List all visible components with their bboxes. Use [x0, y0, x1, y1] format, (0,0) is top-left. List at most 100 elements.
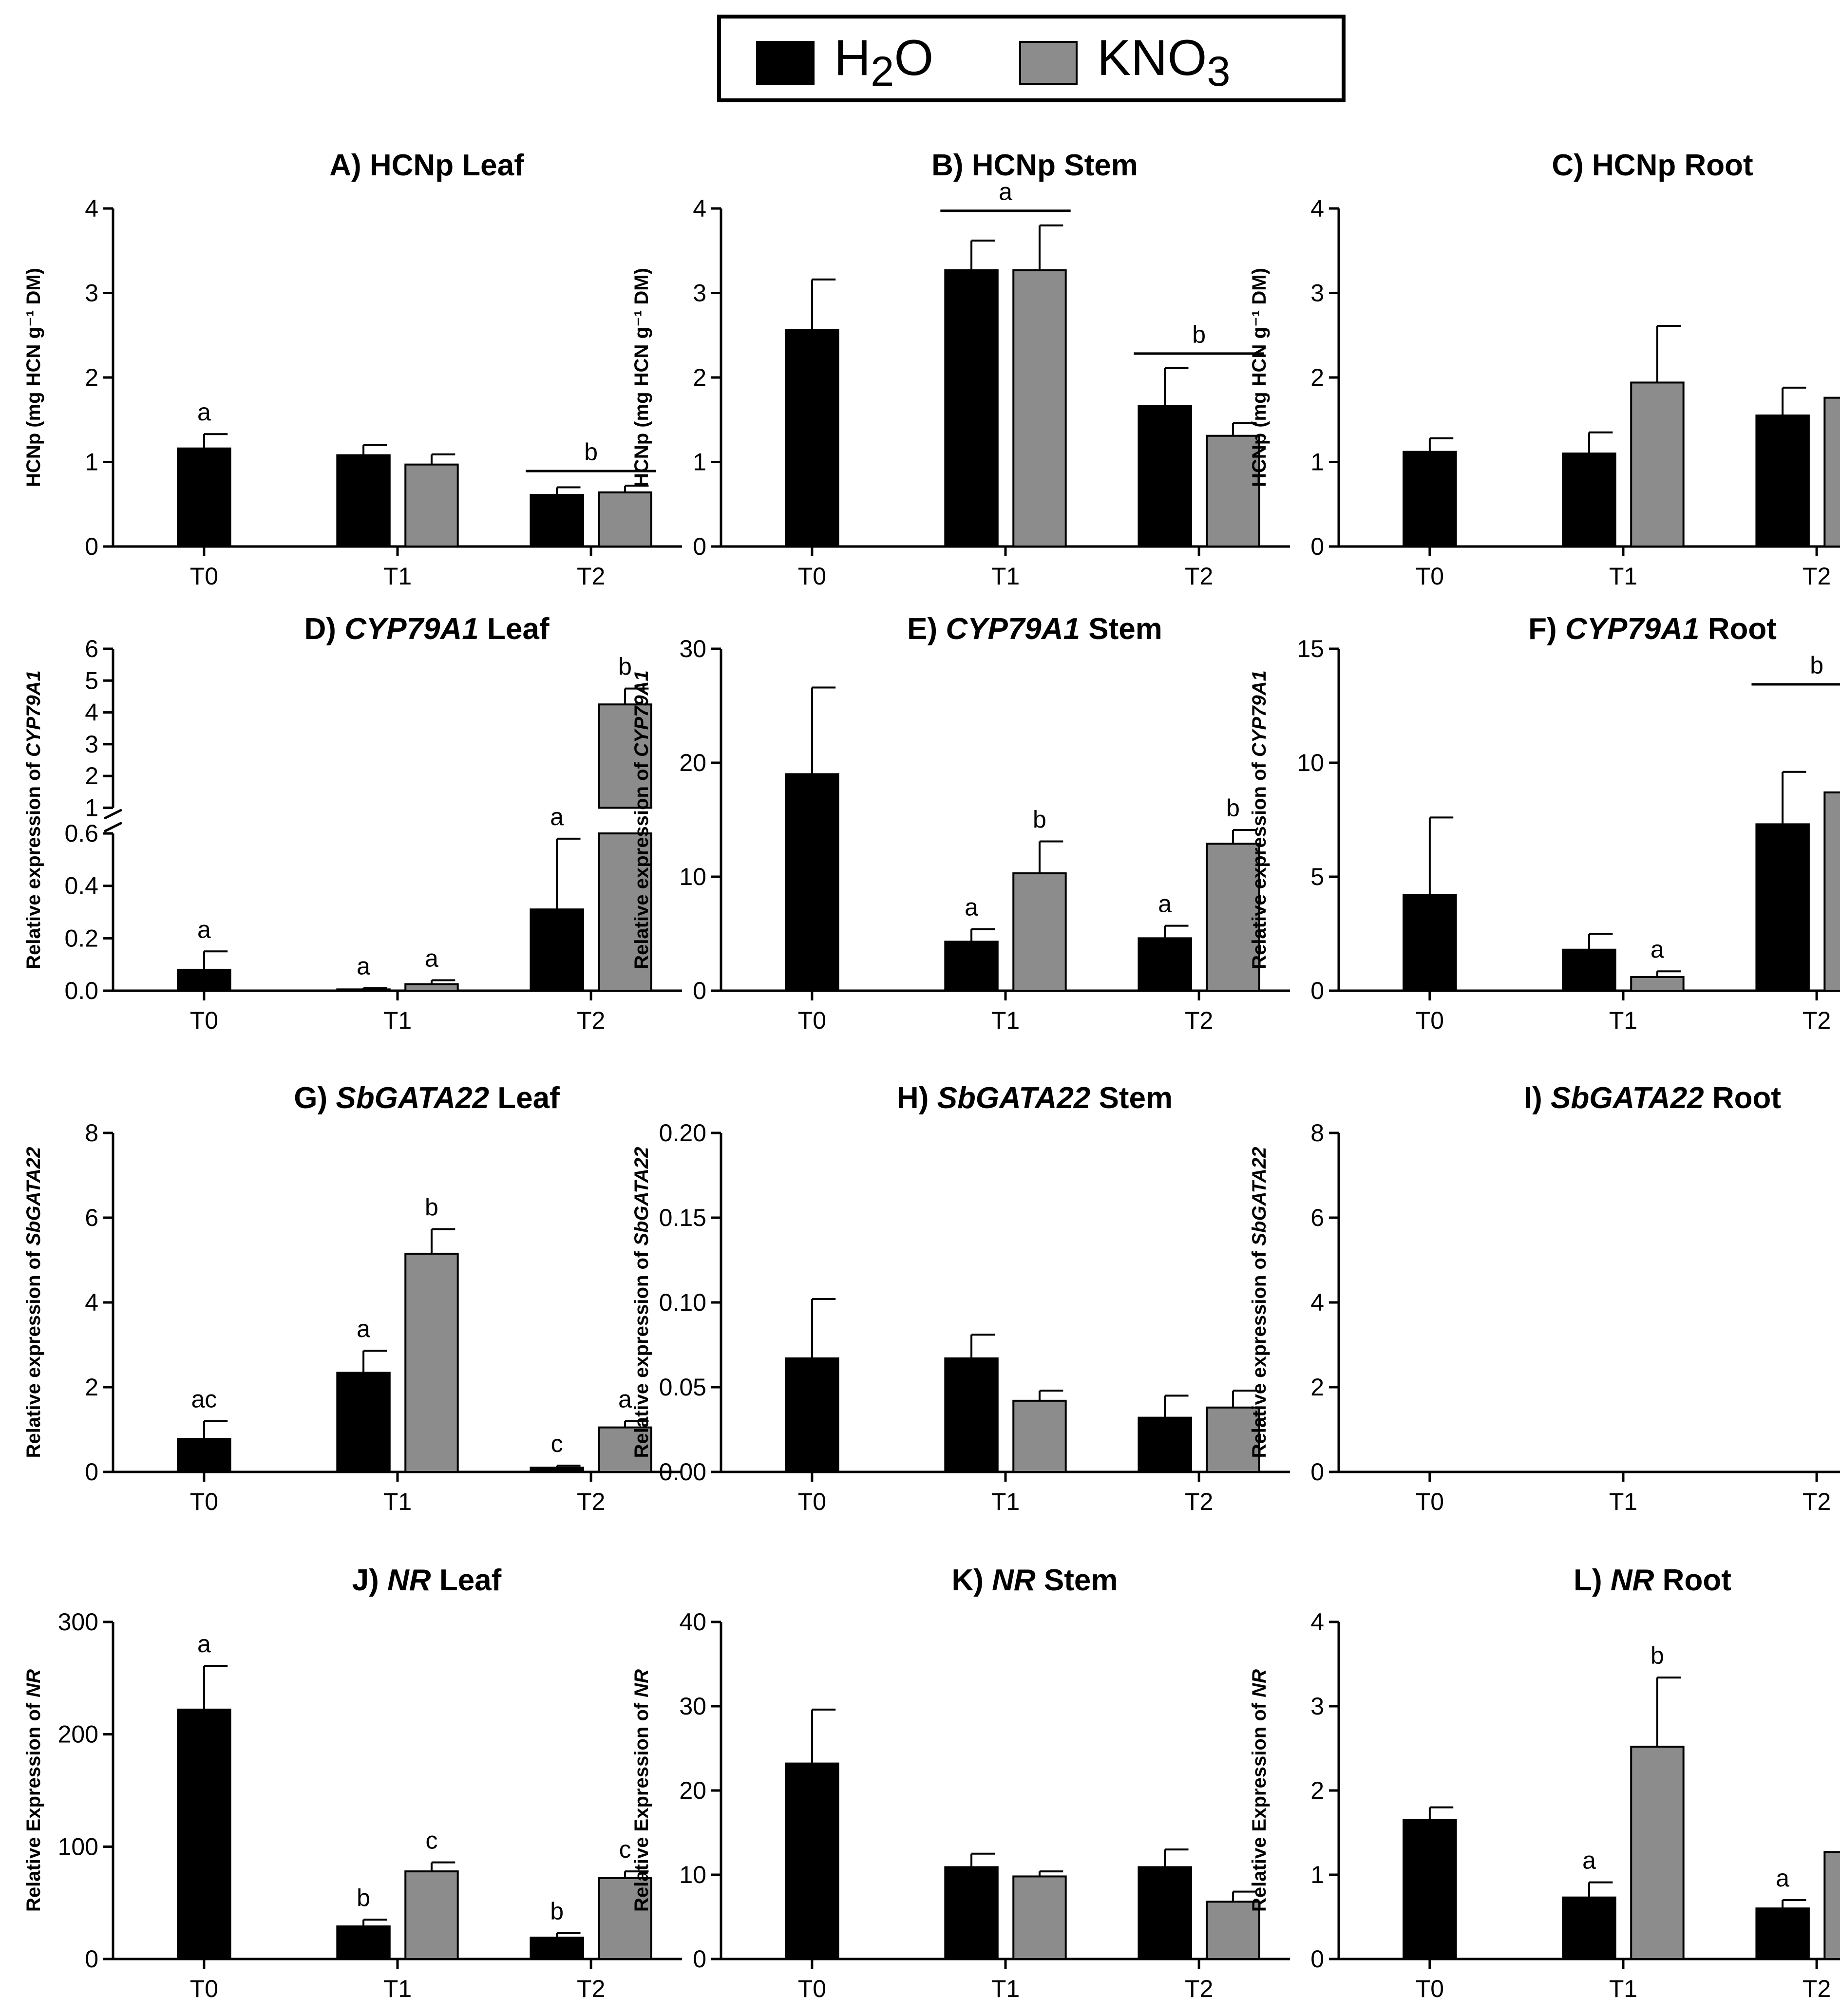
bar-KNO3-T2: [1823, 791, 1840, 992]
bar-H2O-T2: [1138, 1416, 1192, 1473]
y-tick-label-C: 1: [1310, 449, 1324, 476]
bar-H2O-T2: [1138, 937, 1192, 992]
panel-J: J) NR Leaf Relative Expression of NR 0 100 2…: [23, 1564, 682, 2002]
bar-KNO3-T1: [1012, 269, 1067, 547]
y-tick-label-C: 2: [1310, 364, 1324, 391]
x-tick-label-T0: T0: [1416, 1488, 1444, 1515]
x-tick-label-T2: T2: [1185, 1488, 1213, 1515]
bar-KNO3-T2: [598, 491, 652, 548]
y-tick-label-F: 10: [1297, 749, 1324, 776]
bar-KNO3-T1: [1012, 1875, 1067, 1960]
bar-H2O-T1: [336, 1925, 391, 1960]
y-tick-label-E: 10: [679, 863, 706, 890]
bar-KNO3-T1: [1630, 976, 1685, 992]
y-tick-label-I: 4: [1310, 1289, 1324, 1316]
y-tick-label-A: 1: [85, 449, 98, 476]
bar-KNO3-T1: [404, 1252, 459, 1473]
y-tick-label-H: 0.15: [659, 1204, 706, 1231]
significance-letter: c: [619, 1836, 631, 1863]
x-tick-label-T1: T1: [1609, 563, 1637, 590]
y-tick-label-K: 30: [679, 1693, 706, 1720]
y-tick-label-D: 0.2: [64, 924, 98, 952]
y-tick-label-A: 0: [85, 533, 98, 560]
panel-title-C: C) HCNp Root: [1552, 149, 1753, 182]
panel-title-L: L) NR Root: [1574, 1564, 1731, 1597]
bar-H2O-T0: [1403, 894, 1457, 992]
panel-title-J: J) NR Leaf: [352, 1564, 502, 1597]
x-tick-label-T2: T2: [577, 1975, 605, 2002]
x-tick-label-T1: T1: [991, 1975, 1020, 2002]
y-tick-label-G: 8: [85, 1119, 98, 1147]
y-tick-label-A: 3: [85, 280, 98, 307]
y-tick-label-B: 1: [693, 449, 706, 476]
bar-KNO3-T2: [1823, 396, 1840, 547]
y-axis-label-J: Relative Expression of NR: [23, 1669, 44, 1912]
y-tick-label-I: 0: [1310, 1458, 1324, 1486]
bar-H2O-T1: [944, 1357, 999, 1473]
y-tick-label-K: 0: [693, 1945, 706, 1973]
y-tick-label-L: 0: [1310, 1945, 1324, 1973]
y-tick-label-C: 0: [1310, 533, 1324, 560]
legend: H2O KNO3: [717, 15, 1346, 102]
y-tick-label-H: 0.10: [659, 1289, 706, 1316]
y-tick-label-F: 15: [1297, 635, 1324, 662]
bar-H2O-T0: [177, 1438, 231, 1473]
y-tick-label-G: 2: [85, 1374, 98, 1401]
panel-F: F) CYP79A1 Root Relative expression of CY…: [1249, 612, 1840, 1034]
legend-item-h2o: H2O: [756, 33, 933, 93]
significance-letter: ac: [191, 1386, 217, 1413]
x-tick-label-T2: T2: [1185, 563, 1213, 590]
bar-KNO3-T1: [1630, 381, 1685, 547]
y-axis-label-B: HCNp (mg HCN g⁻¹ DM): [631, 268, 652, 487]
y-axis-label-I: Relative expression of SbGATA22: [1249, 1147, 1270, 1458]
bar-H2O-T1: [1562, 1896, 1616, 1960]
bar-KNO3-T1: [1012, 872, 1067, 992]
bar-H2O-T2: [530, 1467, 584, 1473]
x-tick-label-T2: T2: [1802, 1007, 1831, 1034]
significance-letter: a: [999, 178, 1012, 206]
panel-title-F: F) CYP79A1 Root: [1528, 612, 1777, 646]
bar-H2O-T1: [944, 1866, 999, 1960]
panel-A: A) HCNp Leaf HCNp (mg HCN g⁻¹ DM) 0 1 2 3 4 T0 T…: [23, 149, 682, 590]
y-tick-label-E: 20: [679, 749, 706, 776]
y-tick-label-D: 0.4: [64, 872, 98, 900]
bar-H2O-T2: [530, 494, 584, 547]
significance-letter: a: [197, 1630, 211, 1658]
y-tick-label-F: 5: [1310, 863, 1324, 890]
panel-title-K: K) NR Stem: [951, 1564, 1118, 1597]
y-tick-label-B: 0: [693, 533, 706, 560]
significance-letter: b: [550, 1898, 564, 1925]
y-tick-label-G: 6: [85, 1204, 98, 1231]
significance-letter: a: [1650, 936, 1664, 963]
x-tick-label-T0: T0: [190, 1975, 218, 2002]
x-tick-label-T1: T1: [1609, 1488, 1637, 1515]
bar-H2O-T1: [336, 1372, 391, 1473]
x-tick-label-T2: T2: [1802, 1488, 1831, 1515]
x-tick-label-T1: T1: [383, 563, 412, 590]
axis-break-D: [103, 821, 123, 833]
y-tick-label-K: 40: [679, 1608, 706, 1636]
panel-title-B: B) HCNp Stem: [931, 149, 1138, 182]
significance-letter: a: [197, 916, 211, 943]
panel-title-I: I) SbGATA22 Root: [1524, 1081, 1781, 1115]
y-tick-label-D: 2: [85, 762, 98, 790]
y-tick-label-A: 4: [85, 195, 98, 222]
y-tick-label-I: 8: [1310, 1119, 1324, 1147]
panel-C: C) HCNp Root HCNp (mg HCN g⁻¹ DM) 0 1 2 3 4 T0 T…: [1249, 149, 1840, 590]
bar-KNO3-T2: [1823, 1851, 1840, 1960]
x-tick-label-T1: T1: [383, 1975, 412, 2002]
x-tick-label-T1: T1: [991, 1488, 1020, 1515]
y-tick-label-L: 2: [1310, 1777, 1324, 1804]
y-tick-label-F: 0: [1310, 977, 1324, 1004]
panel-K: K) NR Stem Relative Expression of NR 0 10 20…: [631, 1564, 1290, 2002]
y-tick-label-L: 3: [1310, 1693, 1324, 1720]
y-tick-label-I: 2: [1310, 1374, 1324, 1401]
y-axis-label-G: Relative expression of SbGATA22: [23, 1147, 44, 1458]
bar-H2O-T1: [336, 988, 391, 992]
x-tick-label-T0: T0: [190, 1488, 218, 1515]
legend-swatch-kno3: [1019, 41, 1078, 85]
significance-letter: b: [425, 1193, 438, 1221]
bar-KNO3-T1: [404, 463, 459, 548]
significance-letter: b: [618, 653, 632, 680]
bar-KNO3-T1: [1012, 1399, 1067, 1473]
